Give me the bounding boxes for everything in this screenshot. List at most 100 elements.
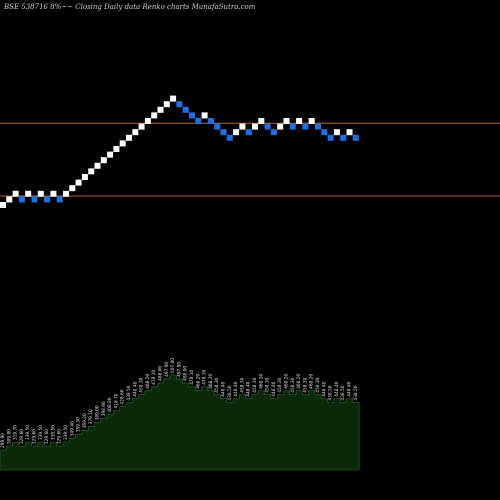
price-label-16: 389.00 xyxy=(95,405,101,420)
up-brick-23 xyxy=(138,123,145,130)
price-label-41: 458.30 xyxy=(252,377,258,392)
up-brick-54 xyxy=(333,129,340,136)
price-label-34: 468.20 xyxy=(208,373,214,388)
price-label-53: 438.50 xyxy=(328,385,334,400)
price-label-44: 448.40 xyxy=(271,381,277,396)
up-brick-42 xyxy=(258,118,265,124)
price-label-10: 329.60 xyxy=(57,429,63,444)
price-label-18: 408.80 xyxy=(107,397,113,412)
up-brick-22 xyxy=(132,129,139,136)
up-brick-46 xyxy=(283,118,290,124)
price-label-50: 468.20 xyxy=(309,373,315,388)
up-brick-48 xyxy=(296,118,303,124)
up-brick-38 xyxy=(233,129,240,136)
down-brick-34 xyxy=(207,118,214,124)
price-label-52: 448.40 xyxy=(321,381,327,396)
price-label-32: 468.20 xyxy=(195,373,201,388)
down-brick-10 xyxy=(56,196,63,203)
down-brick-57 xyxy=(352,134,359,141)
up-brick-9 xyxy=(50,190,57,197)
down-brick-4 xyxy=(18,196,25,203)
down-brick-53 xyxy=(327,134,334,141)
down-brick-6 xyxy=(31,196,38,203)
up-brick-45 xyxy=(277,123,284,130)
down-brick-47 xyxy=(289,123,296,130)
price-area-shape xyxy=(0,374,360,471)
down-brick-32 xyxy=(195,118,202,124)
price-label-30: 488.00 xyxy=(183,366,189,381)
down-brick-36 xyxy=(220,129,227,136)
price-label-56: 448.40 xyxy=(347,381,353,396)
price-label-57: 438.50 xyxy=(353,385,359,400)
up-brick-26 xyxy=(157,106,164,113)
price-label-29: 497.90 xyxy=(176,362,182,377)
down-brick-30 xyxy=(182,106,189,113)
down-brick-37 xyxy=(226,134,233,141)
price-label-22: 448.40 xyxy=(132,381,138,396)
up-brick-19 xyxy=(113,146,120,152)
price-label-54: 448.40 xyxy=(334,381,340,396)
price-label-26: 488.00 xyxy=(158,366,164,381)
price-label-51: 458.30 xyxy=(315,377,321,392)
up-brick-25 xyxy=(151,112,158,119)
price-area xyxy=(0,374,360,471)
price-label-27: 497.90 xyxy=(164,362,170,377)
price-label-21: 438.50 xyxy=(126,385,132,400)
price-label-9: 339.50 xyxy=(50,425,56,440)
down-brick-29 xyxy=(176,101,183,108)
price-label-5: 339.50 xyxy=(25,425,31,440)
price-label-1: 299.90 xyxy=(0,433,6,448)
up-brick-18 xyxy=(107,151,114,158)
price-label-45: 458.30 xyxy=(277,377,283,392)
down-brick-40 xyxy=(245,129,252,136)
price-label-7: 339.50 xyxy=(38,425,44,440)
price-label-14: 369.20 xyxy=(82,413,88,428)
price-label-19: 418.70 xyxy=(113,393,119,408)
price-label-17: 398.90 xyxy=(101,401,107,416)
up-brick-16 xyxy=(94,162,101,169)
price-label-38: 448.40 xyxy=(233,381,239,396)
up-brick-7 xyxy=(37,190,44,197)
price-label-37: 438.50 xyxy=(227,385,233,400)
down-brick-52 xyxy=(321,129,328,136)
down-brick-35 xyxy=(214,123,221,130)
up-brick-13 xyxy=(75,179,82,186)
up-brick-20 xyxy=(119,140,126,147)
price-label-55: 438.50 xyxy=(340,385,346,400)
down-brick-49 xyxy=(302,123,309,130)
price-label-11: 339.50 xyxy=(63,425,69,440)
down-brick-31 xyxy=(189,112,195,119)
up-brick-50 xyxy=(308,118,315,124)
price-label-39: 458.30 xyxy=(239,377,245,392)
price-label-15: 379.10 xyxy=(88,409,94,424)
price-label-35: 458.30 xyxy=(214,377,220,392)
price-labels: 299.90 309.80 319.70 329.60 339.50 329.60 339.… xyxy=(0,358,359,448)
up-brick-33 xyxy=(201,112,208,119)
up-brick-28 xyxy=(170,95,177,102)
price-label-23: 458.30 xyxy=(139,377,145,392)
up-brick-5 xyxy=(25,190,32,197)
price-label-24: 468.20 xyxy=(145,373,151,388)
down-brick-51 xyxy=(315,123,321,130)
price-label-12: 349.40 xyxy=(69,421,75,436)
down-brick-55 xyxy=(340,134,347,141)
up-brick-27 xyxy=(163,101,170,108)
price-label-40: 448.40 xyxy=(246,381,252,396)
chart-title: BSE 538716 8%~~ Closing Daily data Renko… xyxy=(4,3,256,11)
price-label-13: 359.30 xyxy=(76,417,82,432)
up-brick-17 xyxy=(100,157,107,164)
up-brick-14 xyxy=(81,174,88,180)
price-label-8: 329.60 xyxy=(44,429,50,444)
renko-bricks xyxy=(0,95,359,208)
up-brick-15 xyxy=(88,168,95,175)
up-brick-21 xyxy=(126,134,132,141)
price-label-3: 319.70 xyxy=(13,425,19,440)
price-label-42: 468.20 xyxy=(258,373,264,388)
price-label-47: 458.30 xyxy=(290,377,296,392)
price-label-31: 478.10 xyxy=(189,369,195,384)
down-brick-43 xyxy=(264,123,271,130)
up-brick-24 xyxy=(144,118,151,124)
down-brick-44 xyxy=(270,129,277,136)
price-label-48: 468.20 xyxy=(296,373,302,388)
